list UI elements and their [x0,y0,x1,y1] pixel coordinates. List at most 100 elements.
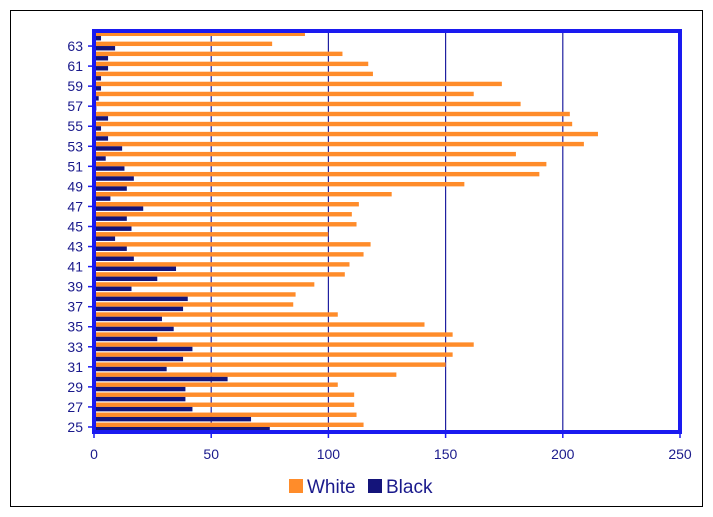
y-tick-label: 63 [67,38,83,54]
bar-black [94,246,127,251]
bar-white [94,61,369,67]
bar-white [94,222,357,227]
bar-black [94,96,99,101]
bar-black [94,86,102,91]
bar-black [94,356,184,362]
legend: White Black [289,477,433,498]
legend-swatch-white [289,479,303,493]
bar-white [94,51,343,57]
bar-white [94,362,446,367]
y-tick-label: 47 [67,198,83,214]
bar-black [94,156,106,161]
bar-black [94,256,134,261]
bar-white [94,342,474,347]
legend-swatch-black [368,479,382,493]
bar-white [94,41,273,47]
bar-white [94,322,425,327]
bar-white [94,212,352,217]
bar-black [94,266,177,271]
y-tick-label: 59 [67,78,83,94]
y-tick-label: 29 [67,379,83,395]
x-axis-ticks: 0 50 100 150 200 250 [90,432,692,462]
bar-black [94,366,167,372]
bar-white [94,332,453,337]
y-tick-label: 61 [67,58,83,74]
bar-black [94,276,158,282]
bar-black [94,386,186,392]
bar-white [94,151,516,157]
bar-white [94,272,345,277]
y-tick-label: 37 [67,299,83,315]
bar-black [94,176,134,181]
x-tick-label: 50 [203,446,219,462]
bar-black [94,126,102,131]
bar-black [94,306,184,312]
y-tick-label: 33 [67,339,83,355]
bar-white [94,121,573,127]
bar-white [94,81,502,87]
bar-black [94,236,116,241]
bar-white [94,282,315,287]
y-tick-label: 53 [67,138,83,154]
bar-white [94,71,373,77]
bar-black [94,116,109,121]
bar-black [94,216,127,221]
y-tick-label: 41 [67,259,83,275]
legend-label-white: White [307,477,356,498]
bar-white [94,372,397,377]
bar-black [94,296,188,302]
bar-black [94,66,109,71]
x-tick-label: 0 [90,446,98,462]
bars [94,31,598,432]
bar-black [94,196,111,201]
y-tick-label: 57 [67,98,83,114]
bar-white [94,312,338,317]
bar-black [94,146,123,151]
bar-black [94,316,162,322]
bar-white [94,252,364,257]
bar-black [94,416,252,422]
y-tick-label: 39 [67,279,83,295]
bar-black [94,136,109,141]
bar-white [94,422,364,427]
bar-white [94,382,338,387]
bar-white [94,131,598,137]
y-tick-label: 49 [67,178,83,194]
y-axis-ticks: 25 27 29 31 33 35 37 39 41 43 45 47 49 51 53 55 57 59 61 63 [67,38,94,435]
bar-white [94,171,540,177]
bar-black [94,56,109,61]
y-tick-label: 25 [67,419,83,435]
y-tick-label: 31 [67,359,83,375]
plot-area-border [92,29,682,434]
x-tick-label: 250 [668,446,692,462]
bar-black [94,406,193,412]
y-tick-label: 43 [67,239,83,255]
x-tick-label: 150 [434,446,458,462]
bar-white [94,392,355,397]
bar-black [94,326,174,332]
x-tick-label: 100 [317,446,341,462]
bar-white [94,412,357,417]
bar-white [94,91,474,97]
bar-black [94,346,193,352]
bar-white [94,292,296,297]
legend-label-black: Black [386,477,433,498]
bar-black [94,76,102,81]
bar-white [94,202,359,207]
bar-black [94,426,270,432]
bar-white [94,31,305,37]
bar-black [94,376,228,382]
bar-black [94,36,102,41]
bar-white [94,111,570,117]
bar-white [94,352,453,357]
bar-black [94,46,116,51]
bar-black [94,206,144,211]
bar-white [94,232,329,237]
bar-white [94,101,521,107]
bar-black [94,396,186,402]
bar-black [94,226,132,231]
bar-black [94,166,125,171]
bar-white [94,402,355,407]
bar-white [94,302,294,307]
